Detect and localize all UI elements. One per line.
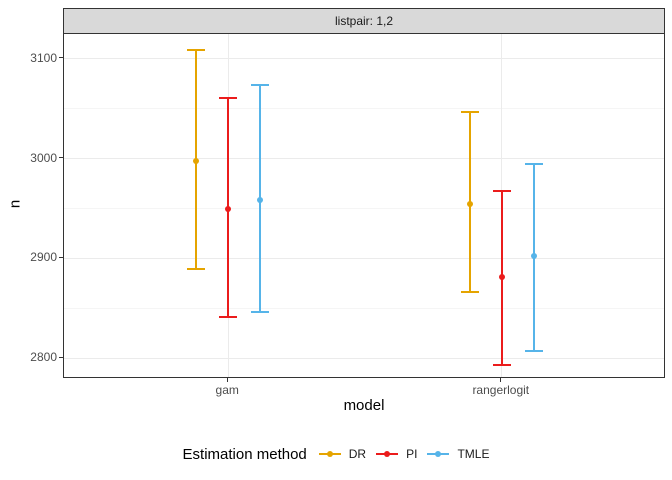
legend-key-dot [435, 451, 442, 457]
gridline-major-y [64, 357, 664, 359]
y-axis-tick [59, 356, 63, 358]
gridline-major-y [64, 58, 664, 60]
errorbar-cap-lower-DR-gam [187, 268, 206, 271]
errorbar-cap-upper-TMLE-rangerlogit [524, 162, 543, 165]
legend-key-dot [384, 451, 391, 457]
legend-key-dot [326, 451, 333, 457]
x-axis-title: model [343, 397, 385, 414]
y-axis-tick [59, 157, 63, 159]
errorbar-cap-lower-TMLE-rangerlogit [524, 350, 543, 353]
y-axis-tick-label: 3000 [30, 150, 57, 165]
facet-strip-label: listpair: 1,2 [334, 14, 394, 28]
x-axis-tick [226, 378, 228, 382]
legend-item-pi: PI [376, 447, 417, 461]
errorbar-cap-lower-TMLE-gam [251, 311, 270, 314]
legend-key-dr-icon [318, 447, 341, 461]
legend-title: Estimation method [182, 445, 307, 463]
legend-item-dr: DR [318, 447, 367, 461]
point-DR-rangerlogit [466, 200, 473, 207]
legend-label-dr: DR [348, 447, 367, 461]
legend-label-pi: PI [406, 447, 418, 461]
legend: Estimation method DR PI TMLE [0, 443, 672, 465]
x-axis-tick [500, 378, 502, 382]
x-axis-tick-label: rangerlogit [472, 383, 530, 397]
y-axis-title: n [6, 199, 24, 209]
errorbar-cap-upper-DR-gam [187, 49, 206, 51]
errorbar-cap-upper-PI-rangerlogit [492, 189, 511, 192]
y-axis-tick [59, 256, 63, 258]
errorbar-cap-upper-DR-rangerlogit [460, 110, 479, 113]
point-TMLE-gam [257, 196, 264, 203]
errorbar-cap-upper-TMLE-gam [251, 83, 270, 86]
legend-key-tmle-icon [427, 447, 450, 461]
errorbar-cap-lower-PI-rangerlogit [492, 364, 511, 366]
panel [63, 33, 665, 378]
point-PI-rangerlogit [498, 274, 505, 281]
y-axis-tick-label: 3100 [30, 50, 57, 65]
legend-item-tmle: TMLE [427, 447, 489, 461]
legend-label-tmle: TMLE [457, 447, 490, 461]
point-TMLE-rangerlogit [530, 253, 537, 260]
errorbar-cap-lower-PI-gam [219, 316, 238, 319]
gridline-minor-y [64, 208, 664, 209]
y-axis-tick-label: 2800 [30, 350, 57, 365]
gridline-major-y [64, 158, 664, 160]
errorbar-cap-upper-PI-gam [219, 96, 238, 99]
gridline-minor-y [64, 307, 664, 309]
errorbar-cap-lower-DR-rangerlogit [460, 291, 479, 294]
y-axis-tick-label: 2900 [30, 250, 57, 265]
gridline-minor-y [64, 108, 664, 110]
y-axis-tick [59, 57, 63, 59]
facet-strip: listpair: 1,2 [63, 8, 665, 33]
point-PI-gam [225, 205, 232, 212]
legend-key-pi-icon [376, 447, 399, 461]
point-DR-gam [193, 157, 200, 164]
x-axis-tick-label: gam [215, 383, 239, 397]
gridline-major-y [64, 257, 664, 259]
